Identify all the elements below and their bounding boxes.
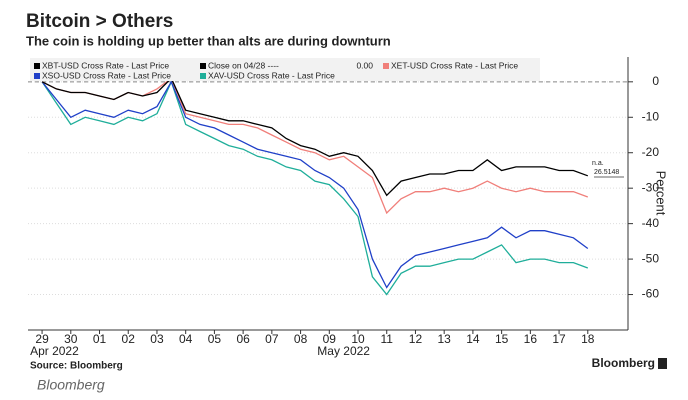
legend-swatch bbox=[34, 63, 40, 69]
x-tick-label: 13 bbox=[438, 332, 452, 346]
brand-icon bbox=[658, 358, 667, 369]
x-tick-label: 10 bbox=[351, 332, 365, 346]
x-tick-label: 01 bbox=[93, 332, 107, 346]
x-tick-label: 12 bbox=[409, 332, 423, 346]
x-tick-label: 08 bbox=[294, 332, 308, 346]
legend-swatch bbox=[200, 63, 206, 69]
series-line bbox=[41, 80, 589, 289]
legend-box bbox=[30, 58, 540, 81]
y-axis-label: Percent bbox=[654, 171, 669, 216]
x-tick-label: 14 bbox=[466, 332, 480, 346]
x-tick-label: 05 bbox=[208, 332, 222, 346]
y-tick-label: -40 bbox=[642, 216, 660, 230]
x-tick-label: 16 bbox=[524, 332, 538, 346]
x-tick-label: 06 bbox=[236, 332, 250, 346]
x-tick-label: 17 bbox=[552, 332, 566, 346]
x-tick-label: 03 bbox=[150, 332, 164, 346]
y-tick-label: -10 bbox=[642, 109, 660, 123]
legend-label: XAV-USD Cross Rate - Last Price bbox=[208, 70, 335, 80]
chart-title: Bitcoin > Others bbox=[26, 11, 173, 32]
y-tick-label: 0 bbox=[652, 74, 659, 88]
x-tick-label: 15 bbox=[495, 332, 509, 346]
x-tick-label: 11 bbox=[381, 332, 394, 346]
x-tick-label: 29 bbox=[35, 332, 49, 346]
y-tick-label: -50 bbox=[642, 251, 660, 265]
legend-label: Close on 04/28 ---- bbox=[208, 60, 279, 70]
annotation: 26.5148 bbox=[594, 169, 619, 176]
source: Source: Bloomberg bbox=[30, 361, 123, 372]
y-tick-label: -20 bbox=[642, 145, 660, 159]
annotation: n.a. bbox=[592, 160, 604, 167]
y-tick-label: -60 bbox=[642, 287, 660, 301]
x-tick-label: 18 bbox=[581, 332, 595, 346]
legend-swatch bbox=[34, 73, 40, 79]
y-tick-label: -30 bbox=[642, 180, 660, 194]
series-line bbox=[41, 80, 589, 296]
x-tick-label: 09 bbox=[323, 332, 337, 346]
x-tick-label: 30 bbox=[64, 332, 78, 346]
series-line bbox=[41, 77, 589, 215]
chart-subtitle: The coin is holding up better than alts … bbox=[26, 33, 391, 48]
legend-label: XBT-USD Cross Rate - Last Price bbox=[42, 60, 169, 70]
legend-swatch bbox=[200, 73, 206, 79]
x-tick-label: 04 bbox=[179, 332, 193, 346]
legend-value: 0.00 bbox=[356, 60, 373, 70]
x-group-label: May 2022 bbox=[317, 344, 370, 358]
series-line bbox=[41, 77, 589, 197]
legend-label: XET-USD Cross Rate - Last Price bbox=[391, 60, 518, 70]
x-group-label: Apr 2022 bbox=[30, 344, 79, 358]
legend-label: XSO-USD Cross Rate - Last Price bbox=[42, 70, 171, 80]
caption: Bloomberg bbox=[37, 377, 105, 393]
x-tick-label: 07 bbox=[265, 332, 279, 346]
x-tick-label: 02 bbox=[122, 332, 136, 346]
legend-swatch bbox=[383, 63, 389, 69]
brand: Bloomberg bbox=[592, 356, 655, 370]
